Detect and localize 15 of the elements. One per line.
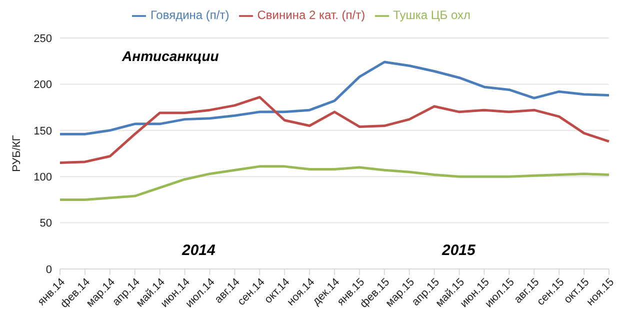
y-tick-label: 0 (46, 264, 52, 276)
legend-label: Свинина 2 кат. (п/т) (257, 8, 366, 22)
line-series (58, 165, 610, 201)
annotation: 2014 (182, 242, 216, 259)
line-series (58, 96, 610, 164)
y-tick-label: 250 (34, 32, 52, 45)
y-tick-label: 50 (40, 218, 52, 230)
y-tick-label: 200 (34, 79, 52, 92)
annotation: Антисанкции (122, 48, 219, 64)
y-tick-label: 100 (34, 172, 52, 184)
annotation: 2015 (442, 242, 476, 259)
y-tick-label: 150 (34, 125, 52, 138)
y-axis-title: РУБ/КГ (10, 135, 23, 172)
legend-label: Тушка ЦБ охл (393, 8, 470, 22)
legend-label: Говядина (п/т) (150, 8, 230, 22)
